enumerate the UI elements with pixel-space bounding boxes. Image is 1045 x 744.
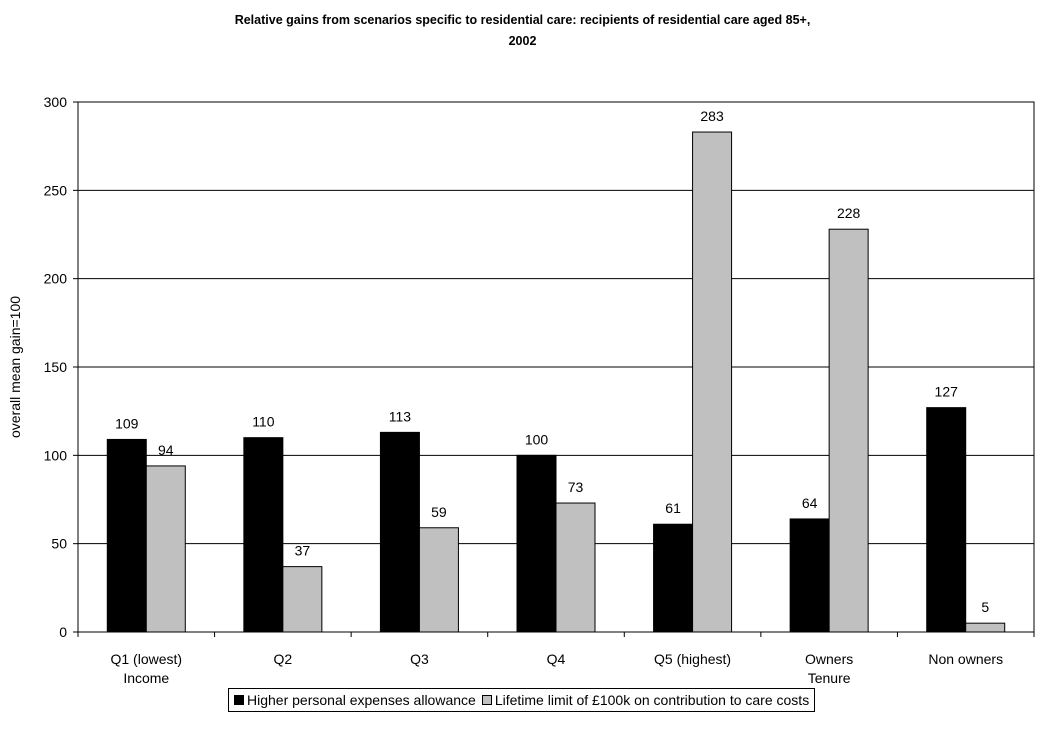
y-axis-label: overall mean gain=100	[7, 296, 23, 438]
data-label-series-2-3: 73	[568, 479, 584, 495]
group-label-1: Tenure	[808, 670, 851, 686]
data-label-series-1-3: 100	[525, 431, 549, 447]
bar-series-1-0	[106, 438, 147, 633]
legend-label-series-2: Lifetime limit of £100k on contribution …	[494, 692, 810, 708]
legend-item-series-1: Higher personal expenses allowance	[234, 692, 476, 708]
y-tick-label-200: 200	[44, 271, 68, 287]
bar-series-2-4	[692, 131, 733, 633]
data-label-series-1-0: 109	[115, 415, 139, 431]
legend-swatch-series-1	[234, 695, 244, 705]
chart-title: Relative gains from scenarios specific t…	[0, 10, 1045, 52]
chart-title-line2: 2002	[508, 34, 537, 48]
plot-area	[77, 101, 1035, 633]
bar-series-2-1	[282, 566, 323, 633]
legend-swatch-series-2	[481, 695, 492, 705]
category-label-3: Q4	[547, 651, 566, 667]
data-label-series-2-6: 5	[981, 599, 989, 615]
y-tick-label-0: 0	[59, 624, 67, 640]
bar-series-2-3	[555, 502, 596, 633]
bar-series-1-6	[926, 407, 967, 633]
data-label-series-2-5: 228	[837, 205, 861, 221]
category-label-2: Q3	[410, 651, 429, 667]
data-label-series-1-6: 127	[935, 384, 959, 400]
data-label-series-1-5: 64	[802, 495, 818, 511]
group-label-0: Income	[123, 670, 169, 686]
legend-label-series-1: Higher personal expenses allowance	[247, 692, 476, 708]
data-label-series-1-1: 110	[252, 414, 275, 430]
bar-series-1-1	[243, 437, 284, 633]
bar-series-2-0	[145, 465, 186, 633]
bar-series-2-2	[418, 527, 459, 633]
bar-series-1-3	[516, 454, 557, 633]
bar-series-2-5	[828, 228, 869, 633]
category-label-1: Q2	[274, 651, 293, 667]
bar-series-1-5	[789, 518, 830, 633]
bar-series-1-2	[379, 431, 420, 633]
data-label-series-2-0: 94	[158, 442, 174, 458]
data-label-series-2-4: 283	[700, 108, 724, 124]
y-tick-label-250: 250	[44, 182, 68, 198]
bar-series-1-4	[653, 523, 694, 633]
category-label-0: Q1 (lowest)	[110, 651, 182, 667]
category-label-5: Owners	[805, 651, 853, 667]
legend-item-series-2: Lifetime limit of £100k on contribution …	[481, 692, 810, 708]
y-tick-label-100: 100	[44, 447, 68, 463]
y-tick-label-150: 150	[44, 359, 68, 375]
category-label-4: Q5 (highest)	[654, 651, 731, 667]
y-tick-label-50: 50	[51, 536, 67, 552]
category-label-6: Non owners	[928, 651, 1003, 667]
legend: Higher personal expenses allowance Lifet…	[228, 688, 816, 712]
chart-title-line1: Relative gains from scenarios specific t…	[234, 13, 811, 27]
y-tick-label-300: 300	[44, 94, 68, 110]
data-label-series-1-4: 61	[665, 500, 681, 516]
data-label-series-1-2: 113	[389, 408, 412, 424]
data-label-series-2-2: 59	[431, 504, 447, 520]
data-label-series-2-1: 37	[295, 543, 311, 559]
bar-series-2-6	[965, 622, 1006, 633]
